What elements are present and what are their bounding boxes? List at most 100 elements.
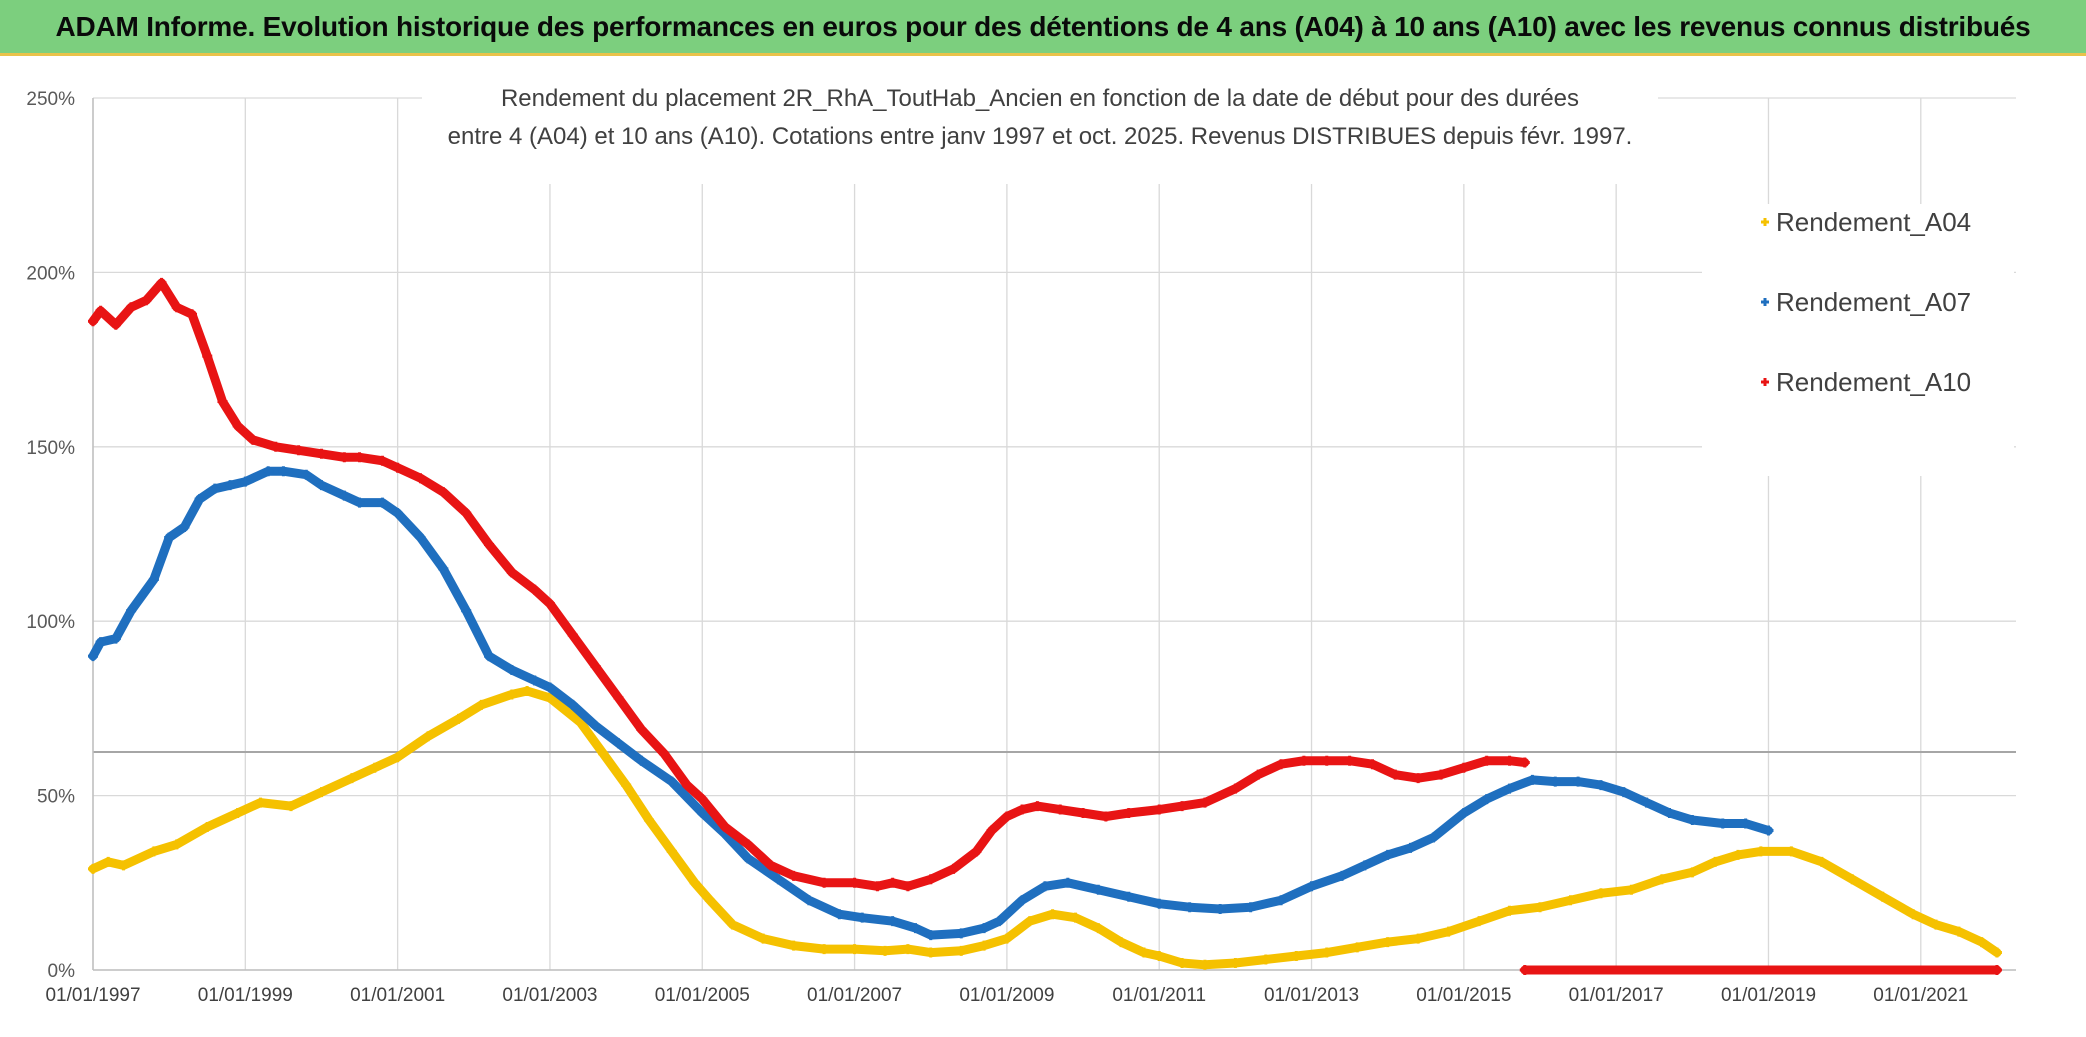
- data-point: [95, 305, 106, 316]
- data-point: [544, 682, 555, 693]
- series-rendement-a07: [88, 466, 1774, 941]
- data-point: [1070, 912, 1081, 923]
- data-point: [1656, 874, 1667, 885]
- data-point: [1062, 877, 1073, 888]
- data-point: [1359, 860, 1370, 871]
- legend-marker: [1761, 298, 1769, 306]
- data-point: [377, 497, 388, 508]
- data-point: [887, 916, 898, 927]
- data-point: [453, 713, 464, 724]
- data-point: [339, 490, 350, 501]
- data-point: [613, 692, 624, 703]
- data-point: [1382, 937, 1393, 948]
- data-point: [567, 699, 578, 710]
- data-point: [1481, 794, 1492, 805]
- data-point: [1116, 937, 1127, 948]
- chart-title-background: [422, 78, 1658, 184]
- data-point: [369, 762, 380, 773]
- legend-label: Rendement_A04: [1776, 207, 1971, 237]
- y-tick-label: 0%: [48, 961, 76, 982]
- data-point: [522, 685, 533, 696]
- data-point: [415, 532, 426, 543]
- data-point: [1413, 933, 1424, 944]
- data-point: [461, 508, 472, 519]
- data-point: [697, 808, 708, 819]
- chart-title-line-1: Rendement du placement 2R_RhA_ToutHab_An…: [501, 85, 1579, 112]
- data-point: [902, 944, 913, 955]
- data-point: [773, 874, 784, 885]
- y-tick-label: 250%: [26, 89, 75, 110]
- data-point: [506, 665, 517, 676]
- data-point: [742, 839, 753, 850]
- data-point: [1321, 755, 1332, 766]
- data-point: [484, 539, 495, 550]
- data-point: [148, 846, 159, 857]
- data-point: [636, 724, 647, 735]
- data-point: [339, 452, 350, 463]
- data-point: [1595, 780, 1606, 791]
- data-point: [1991, 947, 2002, 958]
- chart-svg: 0% 50% 100% 150% 200% 250% 01/01/1997 01/01/199…: [0, 56, 2086, 1032]
- data-point: [1184, 902, 1195, 913]
- series-rendement-a10: [88, 277, 1530, 892]
- data-point: [544, 692, 555, 703]
- data-point: [1664, 808, 1675, 819]
- data-point: [1123, 808, 1134, 819]
- data-point: [202, 351, 213, 362]
- data-point: [1024, 916, 1035, 927]
- data-point: [88, 651, 98, 662]
- data-point: [1428, 832, 1439, 843]
- data-point: [636, 755, 647, 766]
- x-tick-label: 01/01/2005: [655, 985, 750, 1006]
- data-point: [286, 801, 297, 812]
- data-point: [1047, 909, 1058, 920]
- data-point: [1382, 849, 1393, 860]
- data-point: [872, 881, 883, 892]
- data-point: [95, 637, 106, 648]
- data-point: [1306, 881, 1317, 892]
- data-point: [979, 923, 990, 934]
- data-point: [803, 895, 814, 906]
- data-point: [1276, 759, 1287, 770]
- title-banner: ADAM Informe. Evolution historique des p…: [0, 0, 2086, 56]
- data-point: [301, 469, 312, 480]
- data-point: [1291, 951, 1302, 962]
- legend-item: Rendement_A07: [1761, 287, 1971, 317]
- data-point: [240, 476, 251, 487]
- data-point: [666, 776, 677, 787]
- data-point: [255, 797, 266, 808]
- data-point: [1504, 905, 1515, 916]
- data-point: [979, 940, 990, 951]
- data-point: [727, 919, 738, 930]
- data-point: [202, 821, 213, 832]
- legend-item: Rendement_A04: [1761, 207, 1971, 237]
- data-point: [1039, 881, 1050, 892]
- data-point: [834, 909, 845, 920]
- data-point: [148, 574, 159, 585]
- data-point: [544, 598, 555, 609]
- data-point: [346, 773, 357, 784]
- data-point: [110, 319, 121, 330]
- data-point: [392, 508, 403, 519]
- x-tick-label: 01/01/2009: [959, 985, 1054, 1006]
- data-point: [910, 923, 921, 934]
- data-point: [1565, 895, 1576, 906]
- data-point: [438, 487, 449, 498]
- data-point: [1390, 769, 1401, 780]
- x-tick-label: 01/01/2007: [807, 985, 902, 1006]
- data-point: [1436, 769, 1446, 780]
- series-line: [88, 278, 1530, 891]
- x-tick-label: 01/01/2013: [1264, 985, 1359, 1006]
- data-point: [1032, 801, 1043, 812]
- data-point: [1786, 846, 1797, 857]
- data-point: [1527, 774, 1538, 785]
- data-point: [293, 445, 304, 456]
- data-point: [1352, 942, 1363, 953]
- data-point: [110, 633, 121, 644]
- data-point: [643, 815, 654, 826]
- series-rendement-a04: [88, 685, 2002, 970]
- data-point: [88, 863, 98, 874]
- chart-title-line-2: entre 4 (A04) et 10 ans (A10). Cotations…: [448, 123, 1633, 150]
- x-tick-label: 01/01/2017: [1569, 985, 1664, 1006]
- data-point: [590, 661, 601, 672]
